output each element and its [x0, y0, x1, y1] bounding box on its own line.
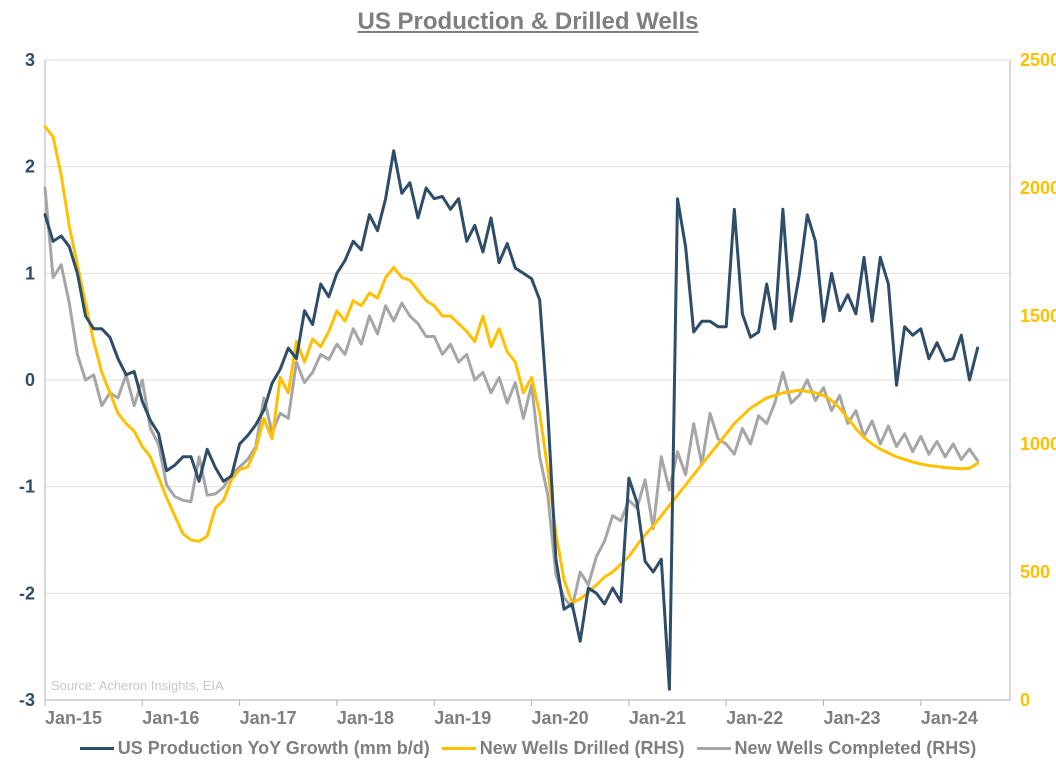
- chart-container: US Production & Drilled Wells -3-2-10123…: [0, 0, 1056, 766]
- legend-swatch: [80, 747, 114, 750]
- y-right-tick: 1000: [1020, 434, 1056, 454]
- y-left-tick: 2: [25, 157, 35, 177]
- legend-label: New Wells Completed (RHS): [735, 738, 977, 759]
- chart-svg: -3 -2 -1 0 1 2 3 0 500 1000 1500 2000 2500 Jan-15 Jan-…: [0, 0, 1056, 766]
- y-left-tick: -2: [19, 583, 35, 603]
- legend-label: US Production YoY Growth (mm b/d): [118, 738, 430, 759]
- x-tick-label: Jan-20: [532, 708, 589, 728]
- y-left-tick: 3: [25, 50, 35, 70]
- y-left-tick: -1: [19, 477, 35, 497]
- x-tick-label: Jan-24: [921, 708, 978, 728]
- y-right-tick: 1500: [1020, 306, 1056, 326]
- y-right-tick: 500: [1020, 562, 1050, 582]
- y-right-tick: 2000: [1020, 178, 1056, 198]
- y-right-tick: 2500: [1020, 50, 1056, 70]
- y-right-tick: 0: [1020, 690, 1030, 710]
- y-left-tick: 1: [25, 263, 35, 283]
- series-new-wells-drilled: [45, 127, 978, 603]
- legend-swatch: [442, 747, 476, 750]
- y-left-tick: 0: [25, 370, 35, 390]
- x-tick-label: Jan-21: [629, 708, 686, 728]
- x-tick-label: Jan-15: [45, 708, 102, 728]
- x-tick-label: Jan-17: [240, 708, 297, 728]
- x-tick-label: Jan-22: [726, 708, 783, 728]
- x-tick-label: Jan-23: [823, 708, 880, 728]
- legend-label: New Wells Drilled (RHS): [480, 738, 685, 759]
- series-new-wells-completed: [45, 188, 978, 608]
- series-us-production-yoy: [45, 151, 978, 690]
- y-left-tick: -3: [19, 690, 35, 710]
- x-tick-label: Jan-16: [142, 708, 199, 728]
- legend-item-new-wells-completed: New Wells Completed (RHS): [697, 738, 977, 759]
- x-tick-label: Jan-18: [337, 708, 394, 728]
- source-text: Source: Acheron Insights, EIA: [51, 678, 224, 693]
- legend-item-new-wells-drilled: New Wells Drilled (RHS): [442, 738, 685, 759]
- x-tick-label: Jan-19: [434, 708, 491, 728]
- legend-swatch: [697, 747, 731, 750]
- legend: US Production YoY Growth (mm b/d) New Wel…: [0, 734, 1056, 759]
- legend-item-us-production-yoy: US Production YoY Growth (mm b/d): [80, 738, 430, 759]
